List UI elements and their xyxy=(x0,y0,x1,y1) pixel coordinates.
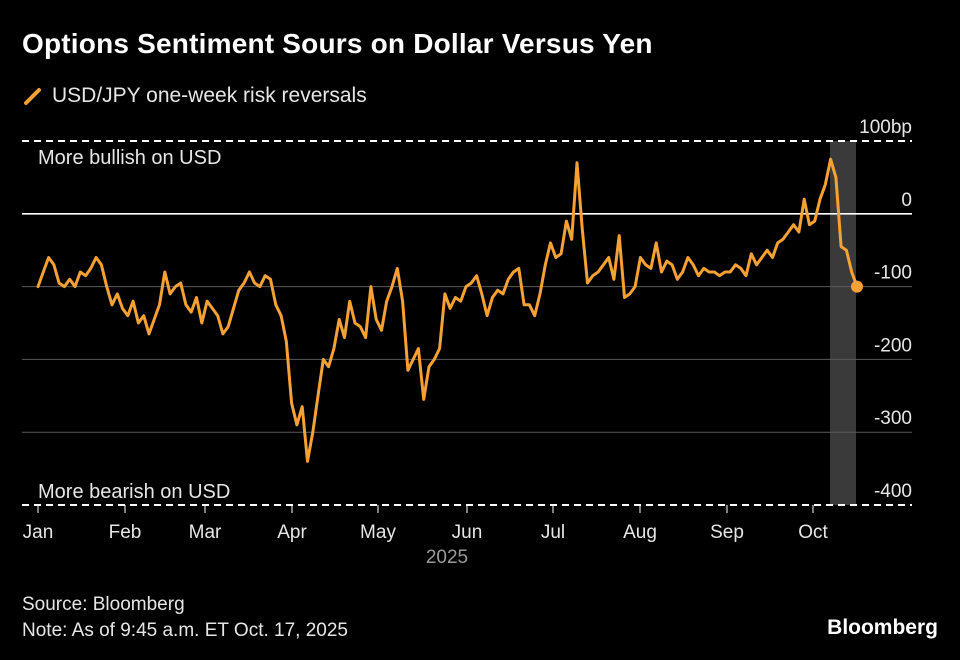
y-tick-label: -400 xyxy=(874,481,912,502)
timestamp-note: Note: As of 9:45 a.m. ET Oct. 17, 2025 xyxy=(22,620,348,641)
x-tick-label: Jan xyxy=(23,522,54,543)
last-value-marker xyxy=(851,280,863,293)
x-tick-label: Oct xyxy=(798,522,828,543)
x-tick-label: Jun xyxy=(452,522,483,543)
y-tick-label: 0 xyxy=(901,190,912,211)
x-tick-label: Aug xyxy=(623,522,657,543)
source-note: Source: Bloomberg xyxy=(22,594,185,615)
x-tick-label: Feb xyxy=(109,522,142,543)
x-tick-label: Mar xyxy=(189,522,222,543)
y-tick-label: 100bp xyxy=(859,117,912,138)
series-layer xyxy=(36,157,863,463)
legend: USD/JPY one-week risk reversals xyxy=(22,84,367,108)
x-tick-label: May xyxy=(360,522,396,543)
series-line-usdjpy xyxy=(36,157,859,463)
label-layer: 100bp 0 -100 -200 -300 -400 More bullish on US… xyxy=(23,117,912,568)
highlight-band xyxy=(830,141,856,505)
legend-line-icon xyxy=(24,88,41,105)
highlight-layer xyxy=(830,141,856,505)
y-tick-label: -300 xyxy=(874,408,912,429)
x-tick-label: Sep xyxy=(710,522,744,543)
x-year-label: 2025 xyxy=(426,547,468,568)
legend-label: USD/JPY one-week risk reversals xyxy=(52,84,367,107)
grid-layer xyxy=(22,140,912,513)
y-tick-label: -200 xyxy=(874,335,912,356)
y-tick-label: -100 xyxy=(874,263,912,284)
annotation-bearish: More bearish on USD xyxy=(38,481,230,503)
bloomberg-logo: Bloomberg xyxy=(827,616,938,639)
annotation-bullish: More bullish on USD xyxy=(38,147,221,169)
x-tick-label: Jul xyxy=(541,522,565,543)
chart-title: Options Sentiment Sours on Dollar Versus… xyxy=(22,28,653,59)
x-tick-label: Apr xyxy=(277,522,307,543)
